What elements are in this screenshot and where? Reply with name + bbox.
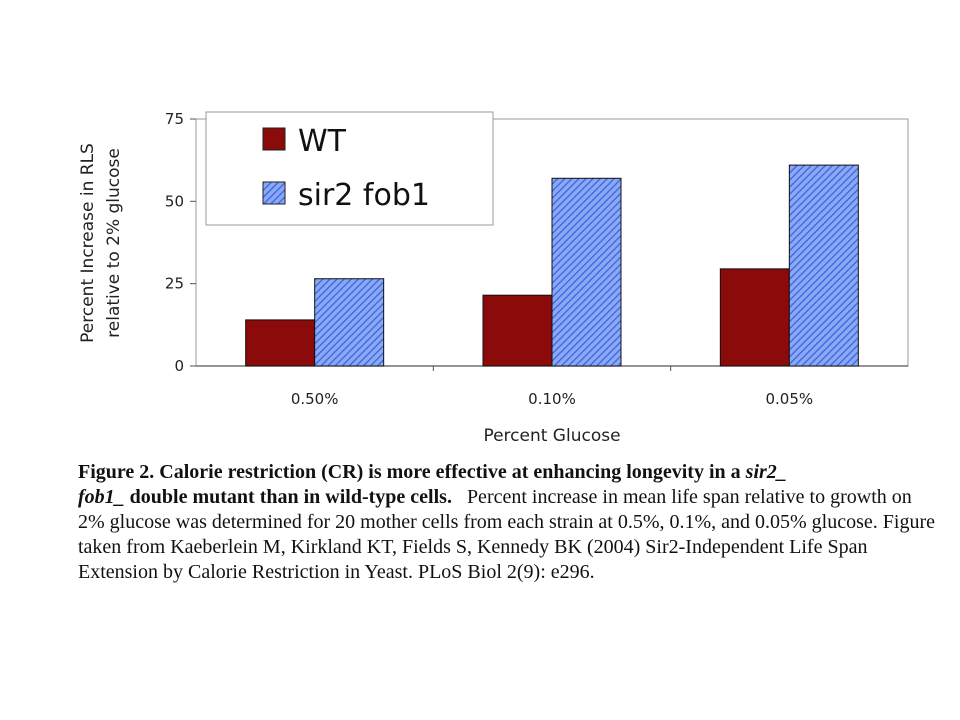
- y-tick-label: 25: [165, 275, 184, 293]
- legend-swatch-sir2-fob1: [262, 181, 286, 205]
- bar-wt-0: [245, 319, 316, 367]
- legend-label-sir2-fob1: sir2 fob1: [298, 178, 430, 213]
- legend: WT sir2 fob1: [205, 111, 494, 226]
- legend-label-wt: WT: [298, 124, 347, 159]
- x-axis-title: Percent Glucose: [483, 426, 620, 446]
- x-tick-label: 0.05%: [766, 390, 814, 408]
- x-axis-ticks: 0.50% 0.10% 0.05%: [291, 366, 813, 408]
- bars-layer: [245, 164, 859, 367]
- y-axis-title-line-1: Percent Increase in RLS: [78, 143, 98, 343]
- y-tick-label: 50: [165, 192, 184, 210]
- y-tick-label: 0: [174, 357, 184, 375]
- bar-sir2-fob1-0: [314, 278, 385, 367]
- bar-chart: 0 25 50 75 0.50% 0.10% 0.05% WT sir2 fob1 Per…: [78, 110, 909, 446]
- bar-wt-1: [482, 294, 553, 367]
- caption-italic-sir2: sir2_: [745, 461, 787, 483]
- caption-bold-tail: double mutant than in wild-type cells.: [124, 486, 452, 508]
- y-axis-ticks: 0 25 50 75: [165, 110, 196, 375]
- y-tick-label: 75: [165, 110, 184, 128]
- legend-box: [205, 111, 494, 226]
- x-tick-label: 0.50%: [291, 390, 339, 408]
- figure-caption: Figure 2. Calorie restriction (CR) is mo…: [78, 460, 938, 585]
- caption-bold-lead: Figure 2. Calorie restriction (CR) is mo…: [78, 461, 746, 483]
- bar-sir2-fob1-2: [788, 164, 859, 367]
- caption-body: Percent increase in mean life span relat…: [78, 486, 935, 583]
- x-tick-label: 0.10%: [528, 390, 576, 408]
- legend-swatch-wt: [262, 127, 286, 151]
- bar-wt-2: [719, 268, 790, 367]
- bar-sir2-fob1-1: [551, 177, 622, 367]
- caption-italic-fob1: fob1_: [78, 486, 125, 508]
- y-axis-title-line-2: relative to 2% glucose: [104, 148, 124, 338]
